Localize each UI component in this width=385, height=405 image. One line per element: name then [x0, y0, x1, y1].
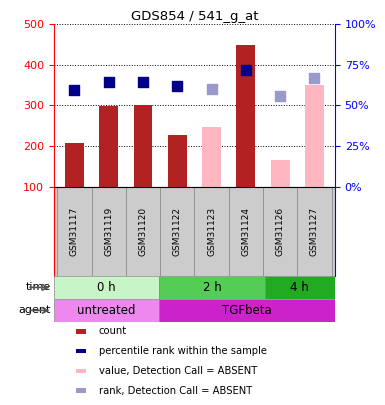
Bar [236, 45, 255, 187]
Point [209, 86, 215, 92]
Point [140, 79, 146, 85]
Text: GSM31117: GSM31117 [70, 207, 79, 256]
Bar [76, 388, 85, 393]
Text: agent: agent [19, 305, 51, 315]
Text: untreated: untreated [77, 304, 136, 317]
Bar [76, 369, 85, 373]
Text: 0 h: 0 h [97, 281, 116, 294]
Text: GSM31120: GSM31120 [139, 207, 147, 256]
Text: value, Detection Call = ABSENT: value, Detection Call = ABSENT [99, 366, 257, 376]
Text: percentile rank within the sample: percentile rank within the sample [99, 346, 267, 356]
Text: time: time [26, 282, 51, 292]
Title: GDS854 / 541_g_at: GDS854 / 541_g_at [131, 10, 258, 23]
Point [277, 93, 283, 99]
Text: GSM31126: GSM31126 [276, 207, 285, 256]
Text: rank, Detection Call = ABSENT: rank, Detection Call = ABSENT [99, 386, 252, 396]
Point [243, 66, 249, 73]
Bar [159, 299, 335, 322]
Text: GSM31119: GSM31119 [104, 207, 113, 256]
Bar [54, 187, 335, 276]
Bar [305, 85, 324, 187]
Bar [76, 329, 85, 334]
Text: GSM31127: GSM31127 [310, 207, 319, 256]
Bar [54, 276, 159, 299]
Point [105, 79, 112, 85]
Text: TGFbeta: TGFbeta [222, 304, 272, 317]
Bar [159, 276, 265, 299]
Point [311, 75, 318, 81]
Bar [265, 276, 335, 299]
Bar [134, 105, 152, 187]
Bar [202, 126, 221, 187]
Bar [99, 106, 118, 187]
Point [174, 83, 180, 89]
Text: count: count [99, 326, 127, 337]
Bar [271, 160, 290, 187]
Text: GSM31123: GSM31123 [207, 207, 216, 256]
Text: 2 h: 2 h [203, 281, 221, 294]
Bar [54, 299, 159, 322]
Bar [76, 349, 85, 353]
Text: GSM31124: GSM31124 [241, 207, 250, 256]
Text: GSM31122: GSM31122 [173, 207, 182, 256]
Bar [65, 143, 84, 187]
Point [71, 87, 77, 93]
Bar [168, 136, 187, 187]
Text: 4 h: 4 h [290, 281, 309, 294]
